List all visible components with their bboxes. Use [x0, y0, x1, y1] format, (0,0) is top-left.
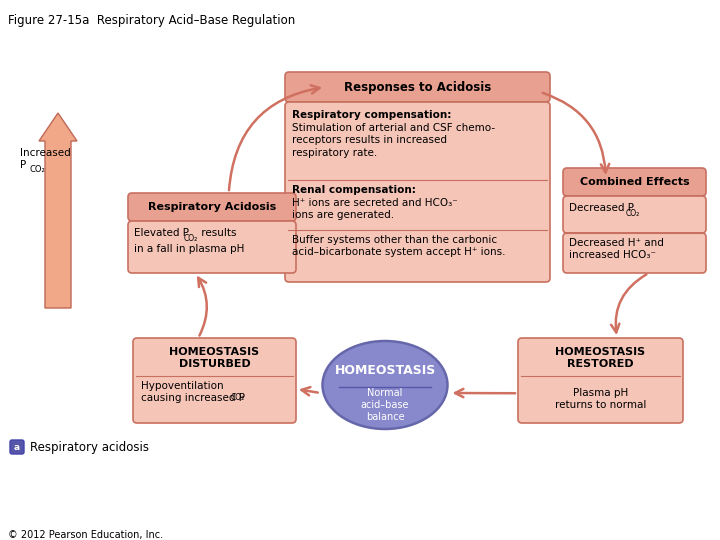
- Text: HOMEOSTASIS
RESTORED: HOMEOSTASIS RESTORED: [555, 347, 646, 369]
- FancyBboxPatch shape: [133, 338, 296, 423]
- FancyArrow shape: [39, 113, 77, 308]
- Text: H⁺ ions are secreted and HCO₃⁻
ions are generated.: H⁺ ions are secreted and HCO₃⁻ ions are …: [292, 198, 458, 220]
- Text: HOMEOSTASIS: HOMEOSTASIS: [334, 364, 436, 377]
- Text: Normal
acid–base
balance: Normal acid–base balance: [361, 388, 409, 422]
- Text: Responses to Acidosis: Responses to Acidosis: [344, 80, 491, 93]
- Text: Decreased H⁺ and
increased HCO₃⁻: Decreased H⁺ and increased HCO₃⁻: [569, 238, 664, 260]
- Text: Respiratory acidosis: Respiratory acidosis: [30, 441, 149, 454]
- FancyBboxPatch shape: [563, 196, 706, 233]
- Text: P: P: [20, 160, 26, 170]
- Text: results: results: [198, 228, 236, 238]
- Text: Buffer systems other than the carbonic
acid–bicarbonate system accept H⁺ ions.: Buffer systems other than the carbonic a…: [292, 235, 505, 258]
- Text: in a fall in plasma pH: in a fall in plasma pH: [134, 244, 244, 254]
- Text: CO₂: CO₂: [231, 393, 246, 402]
- FancyBboxPatch shape: [10, 440, 24, 454]
- Text: a: a: [14, 442, 20, 451]
- FancyBboxPatch shape: [563, 233, 706, 273]
- Text: HOMEOSTASIS
DISTURBED: HOMEOSTASIS DISTURBED: [169, 347, 260, 369]
- FancyBboxPatch shape: [518, 338, 683, 423]
- Text: Stimulation of arterial and CSF chemo-
receptors results in increased
respirator: Stimulation of arterial and CSF chemo- r…: [292, 123, 495, 158]
- Ellipse shape: [323, 341, 448, 429]
- Text: Elevated P: Elevated P: [134, 228, 189, 238]
- Text: Decreased P: Decreased P: [569, 203, 634, 213]
- Text: CO₂: CO₂: [30, 165, 46, 174]
- Text: Renal compensation:: Renal compensation:: [292, 185, 416, 195]
- Text: Figure 27-15a  Respiratory Acid–Base Regulation: Figure 27-15a Respiratory Acid–Base Regu…: [8, 14, 295, 27]
- Text: Respiratory Acidosis: Respiratory Acidosis: [148, 202, 276, 212]
- Text: CO₂: CO₂: [184, 234, 198, 243]
- Text: Hypoventilation
causing increased P: Hypoventilation causing increased P: [141, 381, 245, 403]
- FancyBboxPatch shape: [285, 102, 550, 282]
- FancyBboxPatch shape: [128, 193, 296, 221]
- Text: Combined Effects: Combined Effects: [580, 177, 689, 187]
- Text: Plasma pH
returns to normal: Plasma pH returns to normal: [555, 388, 646, 410]
- FancyBboxPatch shape: [285, 72, 550, 102]
- FancyBboxPatch shape: [128, 221, 296, 273]
- Text: © 2012 Pearson Education, Inc.: © 2012 Pearson Education, Inc.: [8, 530, 163, 540]
- Text: Increased: Increased: [20, 148, 71, 158]
- Text: CO₂: CO₂: [626, 209, 640, 218]
- FancyBboxPatch shape: [563, 168, 706, 196]
- Text: Respiratory compensation:: Respiratory compensation:: [292, 110, 451, 120]
